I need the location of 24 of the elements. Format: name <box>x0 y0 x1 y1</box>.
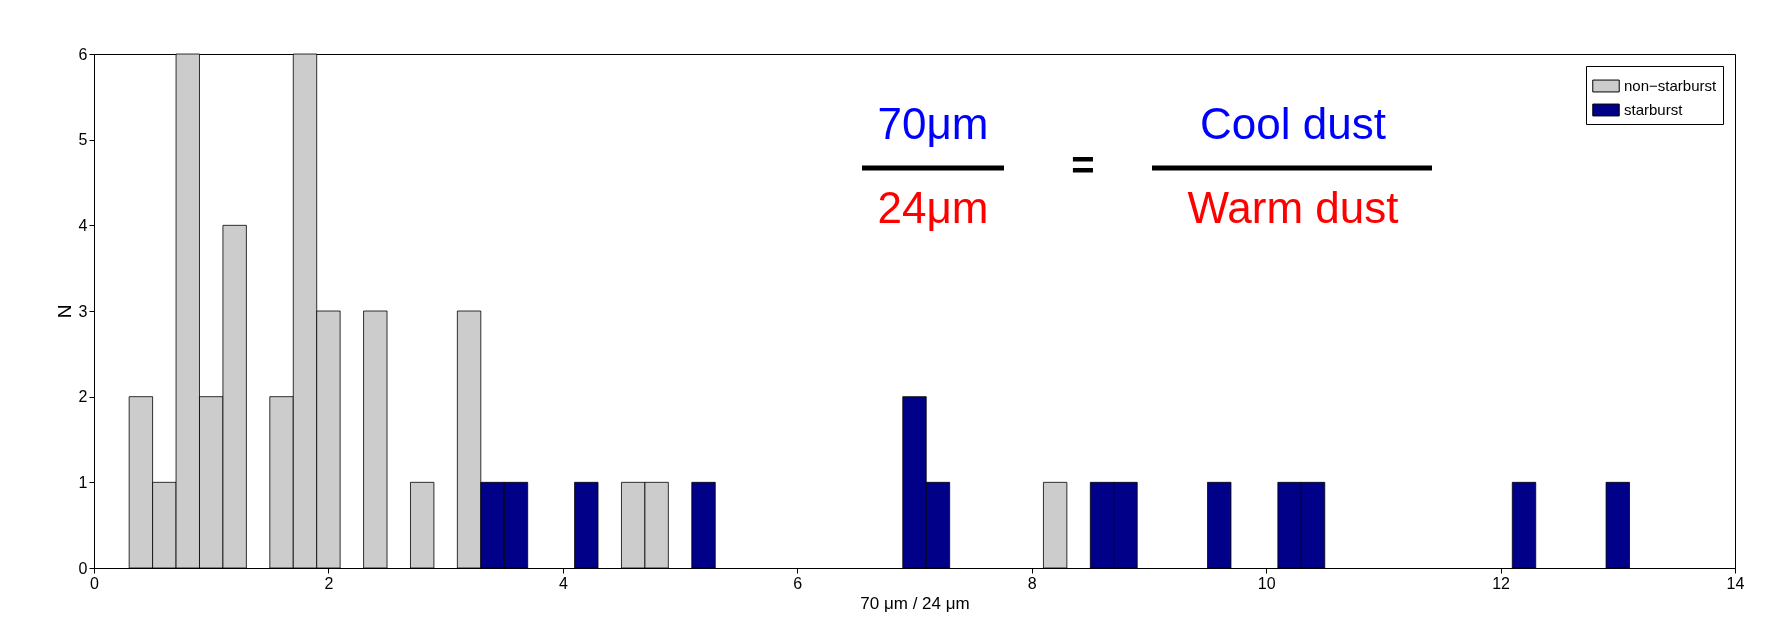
x-tick-label: 8 <box>1027 574 1037 592</box>
x-tick-label: 10 <box>1257 574 1276 592</box>
annotation: 70μm <box>877 99 989 148</box>
x-tick-label: 2 <box>324 574 334 592</box>
y-tick-label: 0 <box>78 559 88 577</box>
annotation: = <box>1071 143 1095 187</box>
x-tick-label: 0 <box>90 574 100 592</box>
annotation: 24μm <box>877 183 989 232</box>
y-tick-label: 5 <box>78 131 88 149</box>
y-tick-label: 4 <box>78 216 88 234</box>
x-axis-title: 70 μm / 24 μm <box>860 593 970 613</box>
annotation: Cool dust <box>1200 99 1386 148</box>
x-tick-label: 4 <box>558 574 568 592</box>
x-tick-label: 12 <box>1492 574 1511 592</box>
legend-label: starburst <box>1624 101 1684 118</box>
y-tick-label: 6 <box>78 45 88 63</box>
y-axis-title: N <box>53 304 75 319</box>
y-tick-label: 2 <box>78 388 88 406</box>
x-tick-label: 6 <box>793 574 803 592</box>
x-tick-label: 14 <box>1726 574 1745 592</box>
y-tick-label: 1 <box>78 473 88 491</box>
y-tick-label: 3 <box>78 302 88 320</box>
legend-label: non−starburst <box>1624 77 1717 94</box>
annotation: Warm dust <box>1187 183 1399 232</box>
